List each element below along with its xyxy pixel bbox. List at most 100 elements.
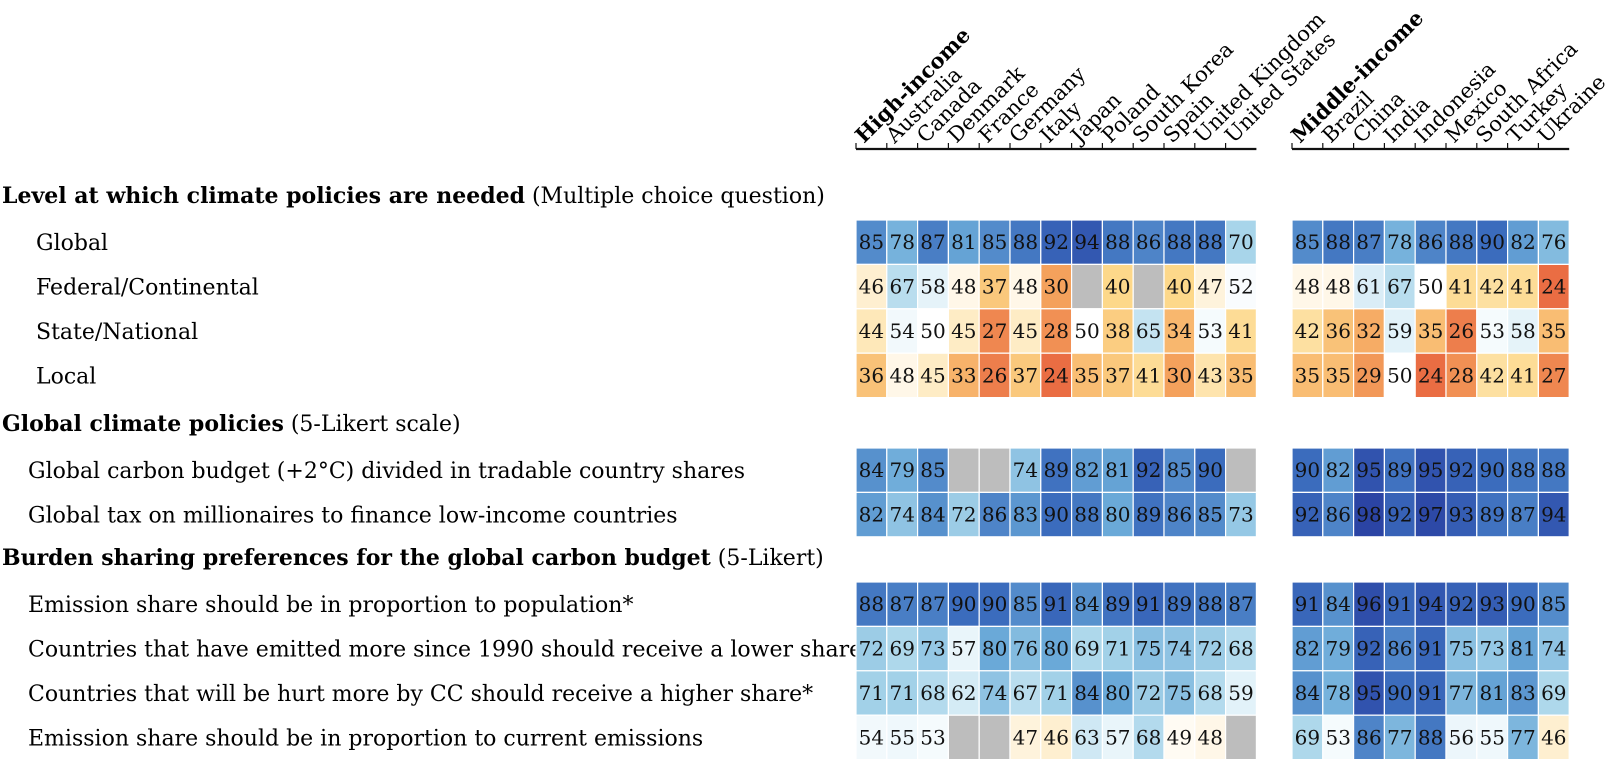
section-title: Level at which climate policies are need… [2,183,525,209]
heatmap-cell [1414,714,1447,761]
cell-value-label: 71 [889,681,914,705]
heatmap-cell [1070,625,1103,672]
heatmap-cell [1383,263,1416,310]
heatmap-cell [947,714,980,761]
section-note: (5-Likert) [711,546,824,571]
heatmap-cell [1352,625,1385,672]
heatmap-cell [1291,670,1324,716]
heatmap-cell [1101,491,1134,538]
cell-value-label: 50 [1418,275,1443,299]
heatmap-cell [1383,581,1416,628]
cell-value-label: 87 [889,592,914,616]
heatmap-cell [1476,219,1509,266]
cell-value-label: 40 [1105,275,1130,299]
column-header-layer: High-incomeAustraliaCanadaDenmarkFranceG… [850,5,1605,151]
cell-value-label: 52 [1228,275,1253,299]
cell-value-label: 53 [1197,319,1222,343]
cell-value-label: 34 [1167,319,1192,343]
cell-value-label: 41 [1136,363,1161,387]
heatmap-cell [947,670,980,716]
cell-value-label: 77 [1449,681,1474,705]
heatmap-cell [1194,352,1227,399]
cell-value-label: 77 [1510,725,1535,749]
heatmap-cell [916,581,949,628]
heatmap-cell [1194,447,1227,494]
cell-value-label: 71 [859,681,884,705]
heatmap-cell [1101,581,1134,628]
cell-value-label: 92 [1449,592,1474,616]
heatmap-cell [886,352,919,399]
cell-value-label: 69 [1074,637,1099,661]
cell-value-label: 38 [1105,319,1130,343]
heatmap-cell [1224,581,1257,628]
cell-value-label: 89 [1167,592,1192,616]
heatmap-cell [1537,219,1570,266]
cell-value-label: 90 [1295,458,1320,482]
cell-value-label: 91 [1136,592,1161,616]
cell-value-label: 68 [1228,637,1253,661]
heatmap-cell [1476,491,1509,538]
cell-value-label: 67 [1387,275,1412,299]
cell-value-label: 87 [920,592,945,616]
cell-value-label: 76 [1541,230,1566,254]
cell-value-label: 94 [1074,230,1099,254]
heatmap-cell [1414,491,1447,538]
cell-value-label: 84 [1295,681,1320,705]
cell-value-label: 92 [1449,458,1474,482]
cell-value-label: 88 [1449,230,1474,254]
cell-value-label: 37 [1013,363,1038,387]
heatmap-cell [1040,714,1073,761]
heatmap-cell [978,581,1011,628]
cell-value-label: 68 [920,681,945,705]
row-label: Global carbon budget (+2°C) divided in t… [28,459,745,484]
heatmap-cell [1445,491,1478,538]
cell-value-label: 29 [1356,363,1381,387]
heatmap-cell [1445,352,1478,399]
cell-value-label: 48 [1325,275,1350,299]
heatmap-cell [1070,263,1103,310]
cell-value-label: 73 [920,637,945,661]
cell-value-label: 74 [1541,637,1566,661]
cell-value-label: 98 [1356,503,1381,527]
cell-value-label: 88 [1197,230,1222,254]
heatmap-cell [1070,447,1103,494]
heatmap-cell [1414,352,1447,399]
heatmap-cell [1476,263,1509,310]
heatmap-cell [916,625,949,672]
heatmap-cell [916,491,949,538]
heatmap-cell [1383,714,1416,761]
cell-value-label: 41 [1510,275,1535,299]
cell-value-label: 63 [1074,725,1099,749]
cell-value-label: 48 [889,363,914,387]
section-title: Global climate policies [2,411,284,437]
row-label: Emission share should be in proportion t… [28,593,633,618]
cell-value-label: 89 [1105,592,1130,616]
cell-value-label: 80 [1043,637,1068,661]
heatmap-cell [1537,352,1570,399]
heatmap-cell [1322,491,1355,538]
cell-value-label: 88 [1105,230,1130,254]
heatmap-cell [1224,625,1257,672]
heatmap-cell [947,581,980,628]
heatmap-cell [978,714,1011,761]
cell-value-label: 91 [1418,637,1443,661]
cell-value-label: 79 [1325,637,1350,661]
heatmap-cell [1009,352,1042,399]
heatmap-cell [978,670,1011,716]
heatmap-cell [1506,352,1539,399]
heatmap-cell [1445,714,1478,761]
cell-value-label: 79 [889,458,914,482]
cell-value-label: 49 [1167,725,1192,749]
heatmap-cell [916,714,949,761]
heatmap-cell [886,219,919,266]
cell-value-label: 90 [1479,230,1504,254]
cell-value-label: 37 [982,275,1007,299]
cell-value-label: 92 [1356,637,1381,661]
cell-value-label: 35 [1228,363,1253,387]
cell-value-label: 36 [859,363,884,387]
cell-value-label: 85 [859,230,884,254]
heatmap-cell [1414,670,1447,716]
cell-value-label: 37 [1105,363,1130,387]
heatmap-cell [947,491,980,538]
